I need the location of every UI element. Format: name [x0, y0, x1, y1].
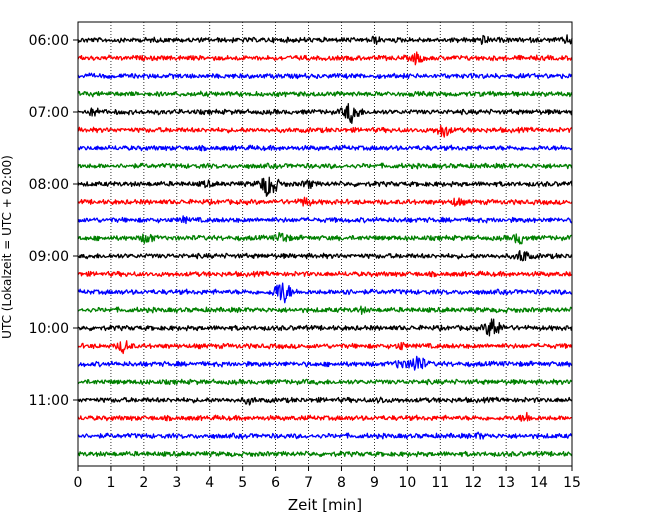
seismic-trace	[77, 450, 573, 458]
plot-frame	[77, 21, 573, 467]
x-tick-label: 5	[238, 475, 247, 491]
y-axis-title: UTC (Lokalzeit = UTC + 02:00)	[0, 155, 14, 339]
x-tick-label: 3	[172, 475, 181, 491]
seismic-trace	[77, 282, 573, 304]
x-tick-label: 0	[74, 475, 83, 491]
x-tick-label: 12	[464, 475, 482, 491]
x-axis-title: Zeit [min]	[288, 496, 362, 514]
x-tick-label: 1	[106, 475, 115, 491]
x-tick-label: 6	[271, 475, 280, 491]
seismic-trace	[77, 124, 573, 138]
seismic-trace	[77, 90, 573, 98]
y-axis: 06:00 07:00 08:00 09:00 10:00 11:00	[29, 33, 78, 409]
seismic-trace	[77, 162, 573, 170]
x-axis: 0 1 2 3 4 5 6 7 8 9 10 11 12 13 14 15	[74, 466, 581, 491]
plot-background	[78, 22, 572, 466]
seismic-trace	[77, 270, 573, 278]
y-tick-label: 08:00	[29, 177, 69, 193]
y-tick-label: 09:00	[29, 249, 69, 265]
x-tick-label: 10	[398, 475, 416, 491]
seismic-trace	[77, 305, 573, 315]
traces	[77, 34, 573, 458]
seismic-trace	[77, 196, 573, 207]
y-tick-label: 10:00	[29, 321, 69, 337]
seismic-trace	[77, 318, 573, 337]
x-tick-label: 13	[497, 475, 515, 491]
seismic-trace	[77, 72, 573, 80]
x-tick-label: 7	[304, 475, 313, 491]
x-tick-label: 14	[530, 475, 548, 491]
x-tick-label: 15	[563, 475, 581, 491]
seismic-trace	[77, 103, 573, 124]
x-tick-label: 8	[337, 475, 346, 491]
seismic-trace	[77, 431, 573, 440]
x-tick-label: 9	[370, 475, 379, 491]
seismic-trace	[77, 231, 573, 245]
seismic-trace	[77, 355, 573, 371]
seismic-trace	[77, 176, 573, 197]
seismic-trace	[77, 396, 573, 406]
x-tick-label: 2	[139, 475, 148, 491]
y-tick-label: 11:00	[29, 393, 69, 409]
seismic-trace	[77, 411, 573, 422]
x-tick-label: 11	[431, 475, 449, 491]
seismic-trace	[77, 144, 573, 152]
seismic-trace	[77, 250, 573, 262]
seismic-trace	[77, 34, 573, 45]
x-grid	[110, 22, 540, 466]
seismic-trace	[77, 378, 573, 386]
x-tick-label: 4	[205, 475, 214, 491]
y-tick-label: 06:00	[29, 33, 69, 49]
seismic-trace	[77, 51, 573, 66]
seismic-trace	[77, 340, 573, 355]
seismic-trace	[77, 215, 573, 225]
y-tick-label: 07:00	[29, 105, 69, 121]
